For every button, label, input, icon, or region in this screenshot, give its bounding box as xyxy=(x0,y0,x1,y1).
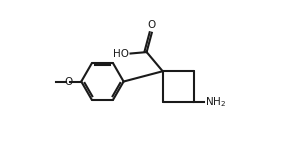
Text: O: O xyxy=(148,20,156,30)
Text: HO: HO xyxy=(113,48,129,58)
Text: O: O xyxy=(65,77,73,86)
Text: NH$_2$: NH$_2$ xyxy=(205,95,226,109)
